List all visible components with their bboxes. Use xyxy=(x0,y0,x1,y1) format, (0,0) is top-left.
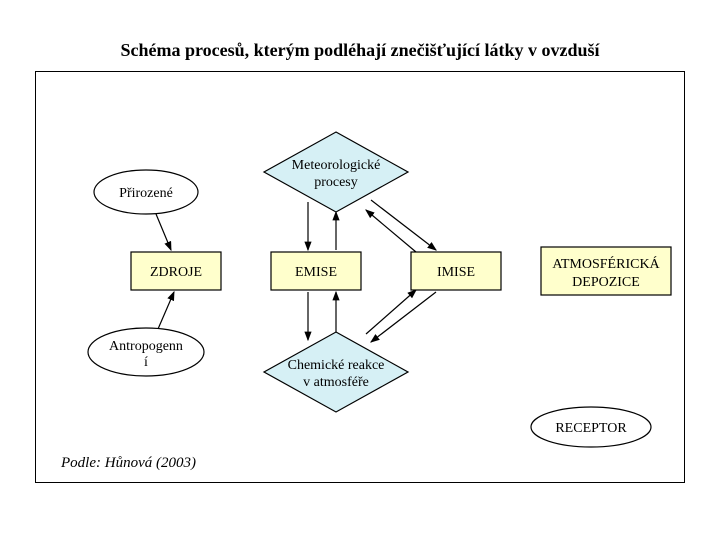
node-prirozene: Přirozené xyxy=(94,170,198,214)
node-meteo: Meteorologické procesy xyxy=(264,132,408,212)
edge-meteo-imise xyxy=(371,200,436,250)
svg-text:Chemické reakce: Chemické reakce xyxy=(288,358,385,373)
edge-prirozene-zdroje xyxy=(156,214,171,250)
svg-text:ZDROJE: ZDROJE xyxy=(150,265,202,280)
svg-text:v atmosféře: v atmosféře xyxy=(303,375,369,390)
svg-text:EMISE: EMISE xyxy=(295,265,337,280)
node-antropogenni: Antropogenní xyxy=(88,328,204,376)
edge-imise-chem xyxy=(371,292,436,342)
credit-text: Podle: Hůnová (2003) xyxy=(61,455,196,472)
diagram-svg: Přirozené Antropogenní RECEPTOR ZDROJE EMISE… xyxy=(36,72,686,482)
svg-text:DEPOZICE: DEPOZICE xyxy=(572,275,640,290)
svg-text:Přirozené: Přirozené xyxy=(119,186,173,201)
edge-imise-meteo xyxy=(366,210,416,252)
svg-text:IMISE: IMISE xyxy=(437,265,475,280)
svg-text:Meteorologické: Meteorologické xyxy=(292,158,381,173)
node-receptor: RECEPTOR xyxy=(531,407,651,447)
svg-text:procesy: procesy xyxy=(314,175,358,190)
edge-antropogenni-zdroje xyxy=(158,292,174,329)
node-imise: IMISE xyxy=(411,252,501,290)
diagram-frame: Přirozené Antropogenní RECEPTOR ZDROJE EMISE… xyxy=(35,71,685,483)
diagram-title: Schéma procesů, kterým podléhají znečišť… xyxy=(0,0,720,71)
node-zdroje: ZDROJE xyxy=(131,252,221,290)
svg-text:RECEPTOR: RECEPTOR xyxy=(555,421,627,436)
node-depozice: ATMOSFÉRICKÁ DEPOZICE xyxy=(541,247,671,295)
svg-text:Antropogenn: Antropogenn xyxy=(109,339,183,354)
edge-chem-imise xyxy=(366,290,416,334)
node-emise: EMISE xyxy=(271,252,361,290)
svg-text:ATMOSFÉRICKÁ: ATMOSFÉRICKÁ xyxy=(552,255,660,272)
node-chem: Chemické reakce v atmosféře xyxy=(264,332,408,412)
svg-text:í: í xyxy=(144,355,148,370)
